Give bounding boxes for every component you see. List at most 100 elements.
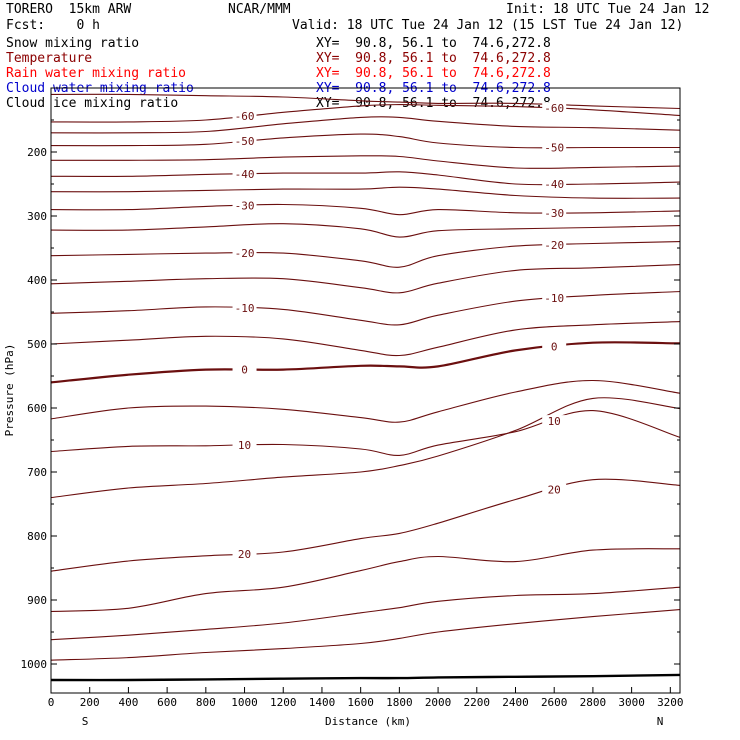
x-tick-label-1000: 1000 bbox=[231, 696, 258, 709]
x-tick-label-800: 800 bbox=[196, 696, 216, 709]
contour-label-bg bbox=[542, 178, 567, 189]
endpoint-north: N bbox=[657, 715, 664, 728]
x-tick-label-600: 600 bbox=[157, 696, 177, 709]
contour-label--40: -40 bbox=[544, 178, 564, 191]
contour-label-bg bbox=[232, 199, 257, 211]
contour-label-bg bbox=[232, 547, 257, 559]
contour-label-bg bbox=[232, 247, 257, 259]
contour-labels: -60 -60 -50 -50 -40 -40 -30 -30 -20 -20 -10 -10 0 0 10… bbox=[232, 102, 567, 561]
y-axis-label: Pressure (hPa) bbox=[3, 344, 16, 437]
isotherm-line bbox=[50, 321, 681, 357]
model-name: TORERO 15km ARW bbox=[6, 2, 132, 17]
contour-label--30: -30 bbox=[235, 199, 255, 212]
contour-label--20: -20 bbox=[544, 239, 564, 252]
contour-label-bg bbox=[542, 102, 567, 114]
contour-label-bg bbox=[542, 340, 567, 352]
contour-label--60: -60 bbox=[235, 110, 255, 123]
isotherm-0 bbox=[50, 341, 681, 384]
x-tick-label-1400: 1400 bbox=[309, 696, 336, 709]
x-axis-label: Distance (km) bbox=[325, 715, 411, 728]
contour-label-bg bbox=[232, 302, 257, 314]
legend-temp-label: Temperature bbox=[6, 51, 93, 66]
contour-label-bg bbox=[232, 363, 257, 375]
legend-snow-label: Snow mixing ratio bbox=[6, 36, 140, 51]
contour-label-20: 20 bbox=[238, 548, 251, 561]
contour-label-0: 0 bbox=[551, 341, 558, 354]
isotherm-line bbox=[50, 379, 681, 423]
isotherm--20 bbox=[50, 241, 681, 268]
contour-label--50: -50 bbox=[235, 135, 255, 148]
contour-label--10: -10 bbox=[235, 302, 255, 315]
x-tick-label-200: 200 bbox=[80, 696, 100, 709]
contour-label-bg bbox=[542, 415, 567, 427]
x-tick-label-2800: 2800 bbox=[580, 696, 607, 709]
x-tick-label-2000: 2000 bbox=[425, 696, 452, 709]
plot-frame bbox=[50, 87, 681, 694]
contour-label-bg bbox=[542, 206, 567, 218]
x-tick-label-2600: 2600 bbox=[541, 696, 568, 709]
legend-rain-label: Rain water mixing ratio bbox=[6, 66, 187, 81]
x-tick-label-1200: 1200 bbox=[270, 696, 297, 709]
forecast-hour: Fcst: 0 h bbox=[6, 18, 100, 33]
legend-temp-xy: XY= 90.8, 56.1 to 74.6,272.8 bbox=[316, 51, 551, 66]
x-tick-label-2200: 2200 bbox=[464, 696, 491, 709]
contour-label--20: -20 bbox=[235, 247, 255, 260]
isotherm-line bbox=[50, 93, 681, 110]
x-tick-label-3200: 3200 bbox=[657, 696, 684, 709]
y-tick-label-1000: 1000 bbox=[21, 658, 48, 671]
contour-label-bg bbox=[232, 439, 257, 451]
contour-label-bg bbox=[542, 141, 567, 153]
y-tick-label-400: 400 bbox=[27, 274, 47, 287]
isotherm-line bbox=[50, 116, 681, 134]
isotherm-20 bbox=[50, 478, 681, 572]
y-tick-label-800: 800 bbox=[27, 530, 47, 543]
isotherm--60 bbox=[50, 104, 681, 123]
y-tick-label-900: 900 bbox=[27, 594, 47, 607]
contour-label--30: -30 bbox=[544, 207, 564, 220]
contour-label--40: -40 bbox=[235, 168, 255, 181]
contour-label--60: -60 bbox=[544, 102, 564, 115]
center-name: NCAR/MMM bbox=[228, 2, 291, 17]
contour-label--10: -10 bbox=[544, 292, 564, 305]
x-axis-ticks: 0 200 400 600 800 1000 1200 1400 1600 1800 2000 220… bbox=[48, 687, 684, 709]
contour-label-10: 10 bbox=[548, 415, 561, 428]
contour-label-0: 0 bbox=[241, 364, 248, 377]
isotherm-contours bbox=[50, 93, 681, 661]
contour-label--50: -50 bbox=[544, 142, 564, 155]
isotherm-line bbox=[50, 264, 681, 294]
y-tick-label-600: 600 bbox=[27, 402, 47, 415]
contour-label-bg bbox=[232, 135, 257, 147]
y-tick-label-500: 500 bbox=[27, 338, 47, 351]
endpoint-south: S bbox=[82, 715, 89, 728]
init-time: Init: 18 UTC Tue 24 Jan 12 bbox=[506, 2, 710, 17]
ground-line bbox=[50, 673, 681, 682]
x-tick-label-2400: 2400 bbox=[502, 696, 529, 709]
ground-surface bbox=[50, 673, 681, 682]
isotherm--40 bbox=[50, 171, 681, 186]
x-tick-label-400: 400 bbox=[118, 696, 138, 709]
isotherm-line bbox=[50, 397, 681, 499]
x-tick-label-1600: 1600 bbox=[347, 696, 374, 709]
contour-label-bg bbox=[232, 167, 257, 179]
x-tick-label-3000: 3000 bbox=[618, 696, 645, 709]
x-tick-label-1800: 1800 bbox=[386, 696, 413, 709]
isotherm-line bbox=[50, 548, 681, 613]
legend-snow-xy: XY= 90.8, 56.1 to 74.6,272.8 bbox=[316, 36, 551, 51]
isotherm-10 bbox=[50, 410, 681, 456]
x-tick-label-0: 0 bbox=[48, 696, 55, 709]
legend-cloudice-label: Cloud ice mixing ratio bbox=[6, 96, 179, 111]
isotherm--50 bbox=[50, 133, 680, 149]
isotherm-line bbox=[50, 223, 681, 238]
isotherm--30 bbox=[50, 203, 681, 216]
isotherm-line bbox=[50, 155, 681, 169]
valid-time: Valid: 18 UTC Tue 24 Jan 12 (15 LST Tue … bbox=[292, 18, 684, 33]
legend-rain-xy: XY= 90.8, 56.1 to 74.6,272.8 bbox=[316, 66, 551, 81]
contour-label-bg bbox=[542, 292, 567, 304]
contour-label-20: 20 bbox=[548, 484, 561, 497]
y-tick-label-700: 700 bbox=[27, 466, 47, 479]
isotherm-line bbox=[50, 186, 681, 199]
contour-label-10: 10 bbox=[238, 439, 251, 452]
isotherm--10 bbox=[50, 290, 681, 326]
